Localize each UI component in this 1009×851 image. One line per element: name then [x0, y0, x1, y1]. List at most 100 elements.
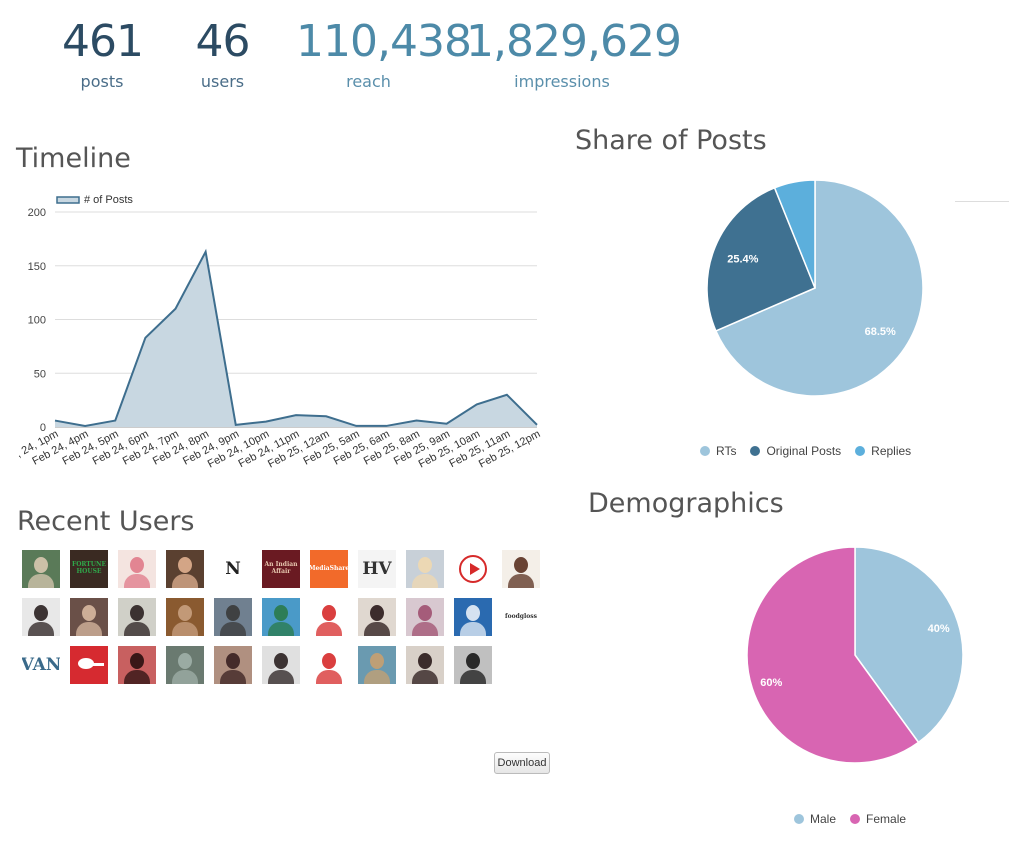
avatar-figure [130, 557, 144, 573]
avatar-asian-woman-4[interactable] [214, 646, 252, 684]
avatar-figure-body [28, 622, 54, 636]
avatar-pink-drawing[interactable] [118, 550, 156, 588]
timeline-area [55, 251, 537, 427]
avatar-asian-woman-6[interactable] [406, 646, 444, 684]
avatar-figure-body [76, 622, 102, 636]
avatar-figure-body [412, 574, 438, 588]
avatar-dark-hair-woman[interactable] [358, 598, 396, 636]
avatar-graffiti[interactable] [406, 598, 444, 636]
timeline-ytick-label: 0 [40, 422, 46, 434]
share-legend-item[interactable]: Replies [855, 444, 911, 458]
demographics-slice-female[interactable] [746, 546, 920, 764]
avatar-figure-body [124, 670, 150, 684]
timeline-ytick-label: 50 [34, 368, 46, 380]
avatar-logo-text: N [225, 558, 241, 579]
demographics-slice-label: 60% [760, 677, 782, 689]
avatar-figure [274, 605, 288, 621]
avatar-figure-body [172, 622, 198, 636]
avatar-asian-woman-2[interactable] [70, 598, 108, 636]
avatar-fortune-house[interactable]: FORTUNE HOUSE [70, 550, 108, 588]
avatar-landscape-3[interactable] [166, 646, 204, 684]
avatar-indian-affair[interactable]: An Indian Affair [262, 550, 300, 588]
divider-line [955, 201, 1009, 202]
avatar-figure-body [268, 622, 294, 636]
avatar-figure-body [220, 622, 246, 636]
avatar-figure-body [172, 670, 198, 684]
demographics-legend-item[interactable]: Male [794, 812, 836, 826]
avatar-figure-body [316, 670, 342, 684]
avatar-mountain-lake[interactable] [454, 598, 492, 636]
timeline-legend-swatch [56, 196, 80, 204]
avatar-figure [514, 557, 528, 573]
avatar-woman-red[interactable] [118, 646, 156, 684]
share-legend-item[interactable]: RTs [700, 444, 736, 458]
avatar-figure-body [460, 622, 486, 636]
share-slice-rts[interactable] [714, 179, 924, 397]
avatar-figure [178, 653, 192, 669]
avatar-beach-woman[interactable] [262, 598, 300, 636]
share-title: Share of Posts [575, 125, 767, 156]
demographics-legend-label: Male [810, 812, 837, 826]
stat-impressions-label: impressions [514, 72, 610, 91]
share-legend-label: Original Posts [766, 444, 842, 458]
avatar-car-cartoon-2[interactable] [310, 646, 348, 684]
download-button[interactable]: Download [494, 752, 550, 774]
demographics-legend-label: Female [866, 812, 907, 826]
avatar-landscape-1[interactable] [166, 598, 204, 636]
avatar-hv-logo[interactable]: HV [358, 550, 396, 588]
avatar-landscape-2[interactable] [214, 598, 252, 636]
avatar-figure-body [508, 574, 534, 588]
demographics-slice-male[interactable] [854, 546, 964, 744]
avatar-bw-portrait[interactable] [454, 646, 492, 684]
demographics-legend-dot [850, 814, 861, 824]
avatar-blonde-woman[interactable] [406, 550, 444, 588]
avatar-figure [418, 557, 432, 573]
stat-users-value: 46 [195, 16, 251, 67]
avatar-script-logo[interactable]: foodgloss [502, 598, 540, 636]
avatar-figure-body [28, 574, 54, 588]
stat-reach: 110,438 reach [296, 16, 472, 91]
timeline-ytick-label: 150 [28, 261, 46, 273]
avatar-figure [418, 653, 432, 669]
share-legend: RTs Original Posts Replies [700, 444, 925, 459]
avatar-logo-text: VAN [22, 654, 60, 675]
stat-impressions-value: 1,829,629 [466, 16, 682, 67]
share-slice-replies[interactable] [773, 179, 816, 289]
recent-users-title: Recent Users [17, 506, 195, 537]
avatar-curly-woman[interactable] [502, 550, 540, 588]
avatar-group-photo[interactable] [22, 550, 60, 588]
share-slice-label: 25.4% [727, 253, 758, 265]
avatar-figure [370, 605, 384, 621]
demographics-legend-dot [794, 814, 804, 824]
avatar-figure-body [364, 622, 390, 636]
stat-users: 46 users [185, 16, 260, 91]
avatar-van-logo[interactable]: VAN [22, 646, 60, 684]
avatar-spoon-logo[interactable] [70, 646, 108, 684]
avatar-mediashare[interactable]: MediaShare [310, 550, 348, 588]
avatar-logo-text: MediaShare [310, 564, 348, 572]
avatar-figure-body [124, 574, 150, 588]
avatar-city-view[interactable] [358, 646, 396, 684]
avatar-figure [178, 605, 192, 621]
avatar-figure [34, 557, 48, 573]
stat-impressions: 1,829,629 impressions [466, 16, 682, 91]
spoon-icon [78, 658, 94, 669]
avatar-play-logo[interactable] [454, 550, 492, 588]
demographics-title: Demographics [588, 488, 784, 519]
share-legend-label: Replies [871, 444, 912, 458]
avatar-woman-glasses[interactable] [166, 550, 204, 588]
avatar-nt-logo[interactable]: N [214, 550, 252, 588]
share-slice-original-posts[interactable] [706, 186, 816, 332]
demographics-slice-label: 40% [928, 623, 950, 635]
avatar-asian-woman-1[interactable] [22, 598, 60, 636]
demographics-pie-chart: 40% 60% [746, 546, 964, 764]
demographics-legend-item[interactable]: Female [850, 812, 906, 826]
avatar-asian-woman-3[interactable] [118, 598, 156, 636]
share-legend-item[interactable]: Original Posts [750, 444, 841, 458]
avatar-figure-body [124, 622, 150, 636]
avatar-car-cartoon-1[interactable] [310, 598, 348, 636]
avatar-figure [178, 557, 192, 573]
avatar-figure [418, 605, 432, 621]
avatar-asian-woman-5[interactable] [262, 646, 300, 684]
